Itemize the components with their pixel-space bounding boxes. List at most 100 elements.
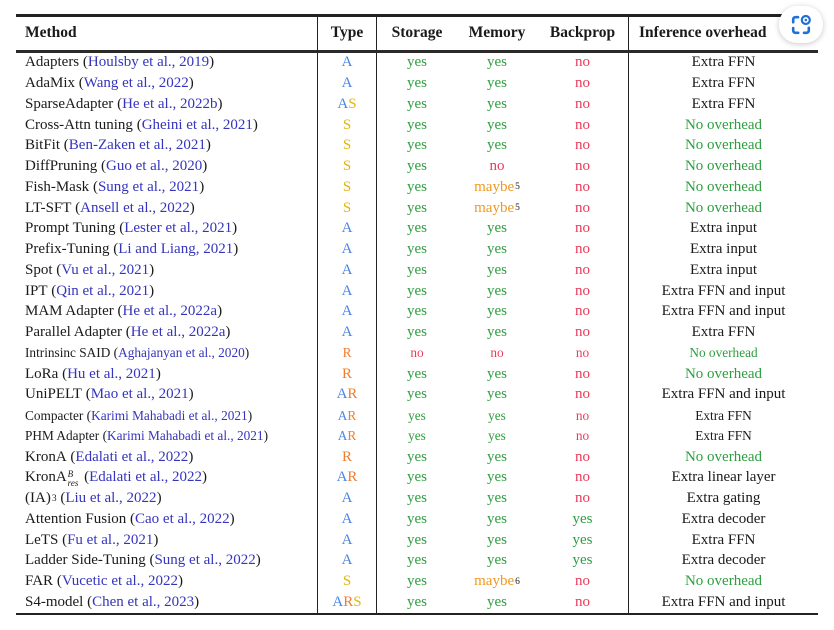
- paren-open: (: [53, 573, 62, 590]
- memory-value: yes: [487, 531, 507, 548]
- overhead-value: No overhead: [684, 573, 763, 590]
- type-letter-R: R: [347, 469, 358, 486]
- paren-open: (: [71, 199, 81, 216]
- type-letter-A: A: [341, 220, 353, 237]
- storage-value: yes: [407, 95, 427, 112]
- paren-close: ): [209, 54, 215, 71]
- memory-value: yes: [488, 428, 506, 444]
- memory-value: yes: [487, 510, 507, 527]
- storage-cell: yes: [377, 136, 457, 157]
- storage-cell: yes: [377, 302, 457, 323]
- overhead-value: Extra input: [689, 261, 758, 278]
- memory-value: yes: [487, 75, 507, 92]
- method-name: Spot: [25, 261, 53, 278]
- method-name: Intrinsinc SAID: [25, 345, 111, 361]
- storage-cell: yes: [377, 260, 457, 281]
- backprop-cell: no: [537, 94, 629, 115]
- type-letter-A: A: [341, 510, 353, 527]
- screenshot-capture-button[interactable]: [779, 6, 823, 43]
- type-cell: S: [318, 135, 377, 157]
- memory-cell: yes: [457, 468, 537, 489]
- method-citation: Karimi Mahabadi et al., 2021: [91, 407, 248, 423]
- paren-open: (: [66, 448, 76, 465]
- storage-value: yes: [407, 261, 427, 278]
- backprop-cell: no: [537, 260, 629, 281]
- overhead-cell: Extra FFN: [629, 94, 818, 115]
- overhead-cell: No overhead: [629, 136, 818, 157]
- overhead-cell: Extra FFN: [629, 322, 818, 343]
- type-letter-S: S: [342, 178, 352, 195]
- backprop-value: no: [575, 365, 590, 382]
- storage-value: yes: [407, 199, 427, 216]
- type-cell: A: [318, 301, 377, 323]
- storage-cell: yes: [377, 281, 457, 302]
- type-letter-S: S: [342, 199, 352, 216]
- type-cell: A: [318, 280, 377, 302]
- paren-open: (: [80, 469, 90, 486]
- memory-cell: yes: [457, 488, 537, 509]
- overhead-value: Extra FFN: [695, 407, 752, 423]
- paren-open: (: [60, 137, 69, 154]
- memory-cell: yes: [457, 385, 537, 406]
- overhead-cell: Extra decoder: [629, 509, 818, 530]
- method-cell: SparseAdapter (He et al., 2022b): [16, 94, 318, 115]
- memory-cell: yes: [457, 260, 537, 281]
- backprop-cell: no: [537, 218, 629, 240]
- method-citation: Houlsby et al., 2019: [87, 54, 210, 71]
- type-letter-A: A: [341, 303, 353, 320]
- paren-close: ): [263, 428, 269, 444]
- table-row: Compacter (Karimi Mahabadi et al., 2021)…: [16, 405, 818, 426]
- storage-cell: yes: [377, 364, 457, 385]
- paren-close: ): [188, 448, 194, 465]
- memory-value: yes: [487, 220, 507, 237]
- type-cell: S: [318, 177, 377, 198]
- memory-value: yes: [487, 552, 507, 569]
- memory-value: yes: [487, 54, 507, 71]
- overhead-value: Extra linear layer: [671, 469, 776, 486]
- paren-open: (: [99, 428, 108, 444]
- overhead-cell: No overhead: [629, 156, 818, 177]
- method-cell: Spot (Vu et al., 2021): [16, 260, 318, 281]
- method-name: MAM Adapter: [25, 303, 114, 320]
- method-citation: Li and Liang, 2021: [118, 241, 234, 258]
- overhead-cell: Extra gating: [629, 488, 818, 509]
- type-cell: S: [318, 114, 377, 136]
- method-cell: Prefix-Tuning (Li and Liang, 2021): [16, 239, 318, 260]
- method-name: Compacter: [25, 407, 84, 423]
- method-cell: LeTS (Fu et al., 2021): [16, 529, 318, 551]
- method-name: UniPELT: [25, 386, 82, 403]
- method-name: S4-model: [25, 593, 84, 610]
- overhead-value: No overhead: [684, 137, 763, 154]
- backprop-cell: yes: [537, 550, 629, 572]
- backprop-cell: no: [537, 52, 629, 74]
- overhead-cell: No overhead: [629, 364, 818, 385]
- storage-cell: yes: [377, 551, 457, 572]
- backprop-cell: no: [537, 280, 629, 302]
- overhead-cell: Extra FFN: [629, 426, 818, 447]
- type-cell: R: [318, 343, 377, 364]
- overhead-cell: Extra FFN and input: [629, 385, 818, 406]
- paren-open: (: [126, 510, 136, 527]
- type-letter-S: S: [353, 593, 362, 610]
- overhead-cell: Extra linear layer: [629, 468, 818, 489]
- paren-open: (: [97, 158, 106, 175]
- paren-open: (: [83, 407, 92, 423]
- backprop-value: yes: [572, 510, 593, 527]
- memory-value: yes: [487, 282, 507, 299]
- storage-value: yes: [407, 241, 427, 258]
- storage-cell: yes: [377, 426, 457, 447]
- storage-cell: yes: [377, 509, 457, 530]
- storage-value: yes: [407, 490, 427, 507]
- table-row: PHM Adapter (Karimi Mahabadi et al., 202…: [16, 426, 818, 447]
- storage-value: yes: [407, 593, 427, 610]
- storage-value: yes: [407, 178, 427, 195]
- overhead-value: No overhead: [684, 116, 763, 133]
- type-cell: A: [318, 529, 377, 551]
- memory-cell: yes: [457, 592, 537, 613]
- storage-value: yes: [407, 469, 427, 486]
